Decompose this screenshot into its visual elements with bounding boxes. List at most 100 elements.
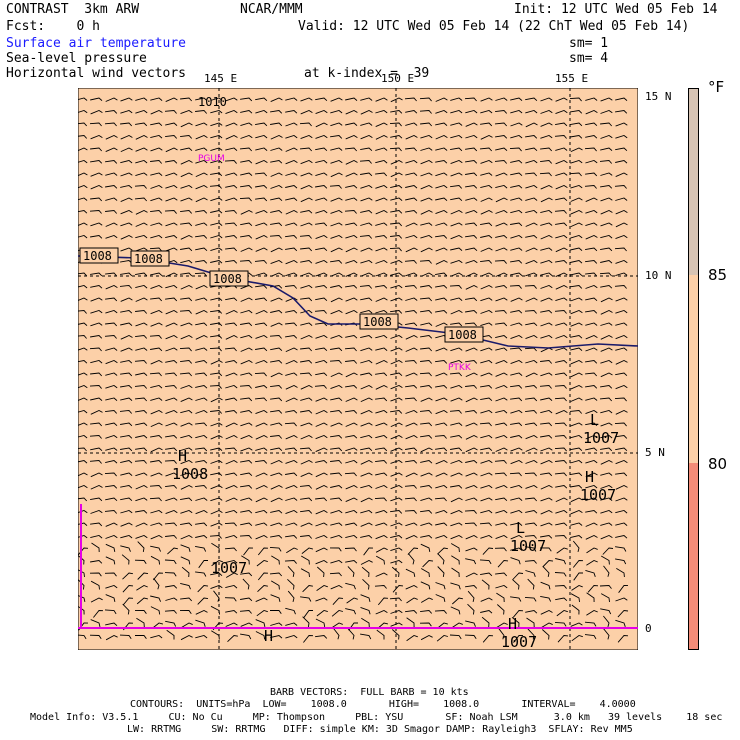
wind-barb xyxy=(90,172,103,177)
wind-barb xyxy=(164,460,177,464)
wind-barb xyxy=(224,522,237,527)
wind-barb xyxy=(345,447,358,452)
wind-barb xyxy=(90,397,103,401)
wind-barb xyxy=(195,485,208,489)
wind-barb xyxy=(270,472,283,477)
wind-barb xyxy=(375,147,388,151)
wind-barb xyxy=(255,247,268,252)
wind-barb xyxy=(525,385,538,389)
wind-barb xyxy=(450,459,463,464)
wind-barb xyxy=(180,582,191,590)
wind-barb xyxy=(299,147,313,152)
wind-barb xyxy=(585,334,598,340)
wind-barb xyxy=(391,629,400,640)
svg-text:1008: 1008 xyxy=(83,249,112,263)
wind-barb xyxy=(300,510,313,514)
wind-barb xyxy=(465,447,478,453)
wind-barb xyxy=(480,597,493,602)
wind-barb xyxy=(617,635,629,643)
wind-barb xyxy=(375,272,388,277)
wind-barb xyxy=(360,472,373,477)
wind-barb xyxy=(573,572,583,581)
wind-barb xyxy=(405,110,418,114)
wind-barb xyxy=(300,97,313,102)
wind-barb xyxy=(330,472,343,477)
wind-barb xyxy=(195,122,208,127)
wind-barb xyxy=(165,297,178,302)
wind-barb xyxy=(255,97,268,102)
wind-barb xyxy=(600,484,613,489)
wind-barb xyxy=(300,410,313,414)
wind-barb xyxy=(135,160,148,164)
wind-barb xyxy=(300,109,313,115)
wind-barb xyxy=(120,510,133,514)
wind-barb xyxy=(420,385,433,389)
wind-barb xyxy=(165,97,178,103)
wind-barb xyxy=(90,235,103,239)
wind-barb xyxy=(78,384,88,389)
wind-barb xyxy=(615,334,628,340)
wind-barb xyxy=(120,535,133,539)
wind-barb xyxy=(270,134,283,140)
wind-barb xyxy=(225,397,238,401)
wind-barb xyxy=(420,447,433,453)
wind-barb xyxy=(525,522,538,527)
wind-barb xyxy=(90,160,103,164)
wind-barb xyxy=(540,360,553,364)
wind-barb xyxy=(554,447,567,452)
wind-barb xyxy=(329,360,342,364)
wind-barb xyxy=(405,172,418,176)
wind-barb xyxy=(315,434,328,440)
wind-barb xyxy=(165,322,178,327)
wind-barb xyxy=(315,247,328,252)
wind-barb xyxy=(570,384,583,390)
wind-barb xyxy=(540,422,553,427)
wind-barb xyxy=(465,210,478,214)
wind-barb xyxy=(495,235,508,239)
wind-barb xyxy=(225,147,238,151)
wind-barb xyxy=(105,585,118,589)
wind-barb xyxy=(105,543,116,552)
wind-barb xyxy=(405,322,418,327)
wind-barb xyxy=(209,535,222,539)
wind-barb xyxy=(270,160,283,164)
wind-barb xyxy=(420,535,433,539)
wind-barb xyxy=(330,522,343,526)
wind-barb xyxy=(360,310,373,314)
wind-barb xyxy=(135,97,148,101)
wind-barb xyxy=(120,160,133,164)
wind-barb xyxy=(285,472,298,477)
wind-barb xyxy=(554,435,567,439)
wind-barb xyxy=(135,484,148,490)
wind-barb xyxy=(450,435,463,439)
wind-barb xyxy=(449,634,462,640)
wind-barb xyxy=(180,97,193,102)
wind-barb xyxy=(540,97,553,102)
wind-barb xyxy=(480,222,493,227)
wind-barb xyxy=(347,628,355,640)
wind-barb xyxy=(240,172,253,176)
wind-barb xyxy=(135,122,148,127)
wind-barb xyxy=(464,322,477,327)
wind-barb xyxy=(120,185,133,189)
wind-barb xyxy=(330,560,343,564)
wind-barb xyxy=(240,497,253,501)
wind-barb xyxy=(300,134,313,140)
field-pressure-label: Sea-level pressure xyxy=(6,51,147,66)
wind-barb xyxy=(495,135,508,139)
wind-barb xyxy=(569,97,582,102)
wind-barb xyxy=(375,460,388,464)
svg-text:L: L xyxy=(590,411,599,429)
wind-barb xyxy=(78,235,88,239)
wind-barb xyxy=(90,372,103,377)
wind-barb xyxy=(603,565,610,577)
lat-label-0: 0 xyxy=(645,622,652,635)
wind-barb xyxy=(615,209,628,215)
wind-barb xyxy=(510,422,523,427)
wind-barb xyxy=(224,347,237,352)
wind-barb xyxy=(375,222,388,226)
wind-barb xyxy=(465,122,478,127)
wind-barb xyxy=(150,135,163,139)
wind-barb xyxy=(150,472,163,477)
wind-barb xyxy=(330,235,343,239)
